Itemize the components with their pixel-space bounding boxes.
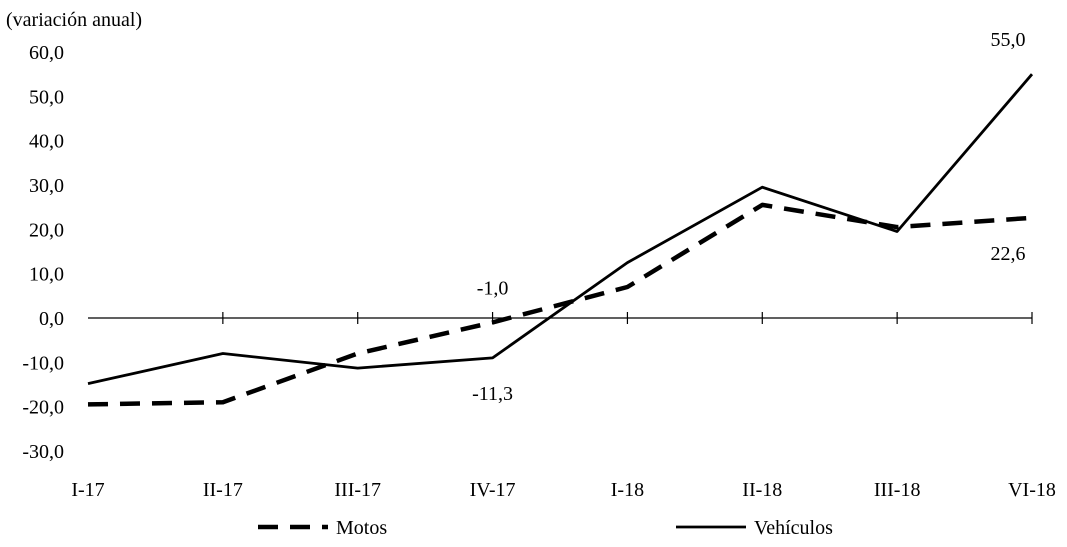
x-tick-label: I-17 [71,479,104,501]
legend: Motos Vehículos [258,517,833,539]
y-tick-label: 0,0 [39,308,64,330]
axes [88,312,1033,324]
y-tick-label: 20,0 [29,219,64,241]
x-axis-ticks: I-17 II-17 III-17 IV-17 I-18 II-18 III-18 VI-18 [71,479,1056,501]
y-tick-label: -30,0 [22,441,64,463]
y-tick-label: 30,0 [29,175,64,197]
x-tick-label: I-18 [611,479,644,501]
legend-label-motos: Motos [336,517,387,539]
y-tick-label: 60,0 [29,42,64,64]
y-tick-label: 10,0 [29,264,64,286]
y-tick-label: -10,0 [22,352,64,374]
data-label: -11,3 [472,383,513,405]
x-tick-label: II-18 [742,479,782,501]
y-tick-label: 40,0 [29,131,64,153]
x-tick-label: III-17 [334,479,381,501]
x-tick-label: II-17 [203,479,243,501]
data-label: 22,6 [991,243,1026,265]
series-line-vehiculos [87,73,1034,385]
x-tick-label: VI-18 [1008,479,1056,501]
x-tick-label: III-18 [874,479,921,501]
unit-label: (variación anual) [6,9,142,31]
y-tick-label: -20,0 [22,397,64,419]
series-line-motos [87,202,1033,407]
y-axis-ticks: -30,0 -20,0 -10,0 0,0 10,0 20,0 30,0 40,0 50,0 60… [22,42,64,463]
data-labels: 55,0 22,6 -1,0 -11,3 [472,29,1025,405]
data-label: 55,0 [991,29,1026,51]
legend-label-vehiculos: Vehículos [754,517,833,539]
series-lines [87,73,1034,407]
data-label: -1,0 [477,277,509,299]
y-tick-label: 50,0 [29,86,64,108]
x-tick-label: IV-17 [470,479,516,501]
